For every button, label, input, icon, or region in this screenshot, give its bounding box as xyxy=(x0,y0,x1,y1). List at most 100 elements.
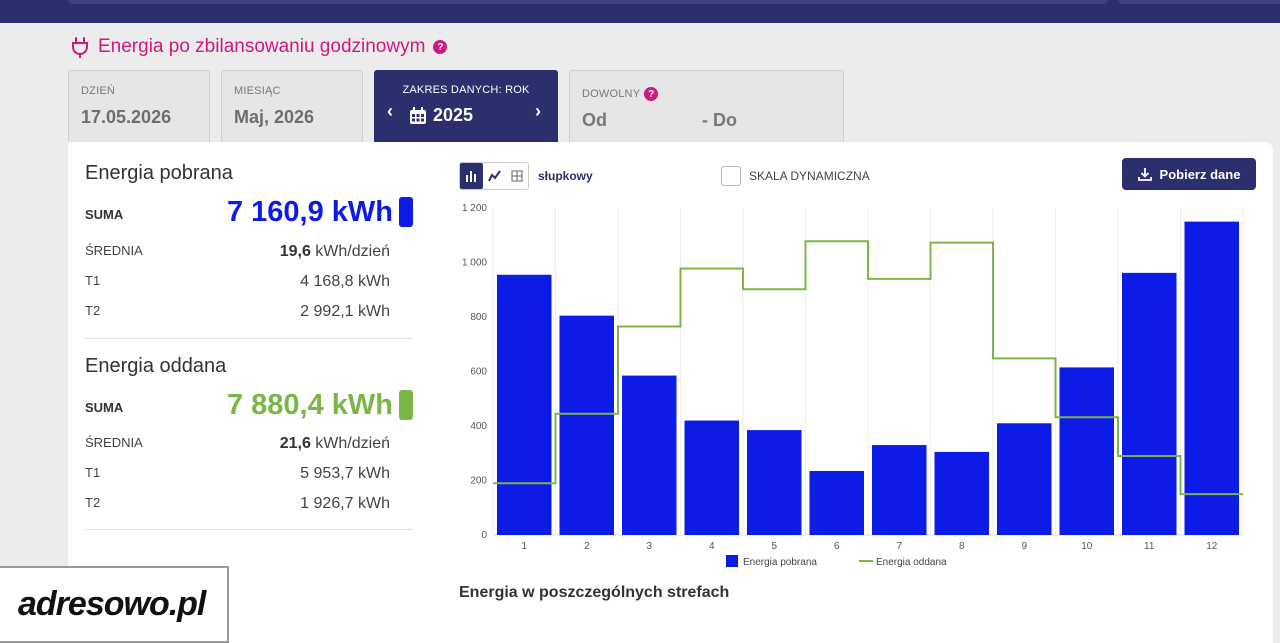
produced-avg-value: 21,6 xyxy=(279,435,311,452)
consumed-avg-row: ŚREDNIA 19,6 kWh/dzień xyxy=(85,243,390,260)
legend-label-produced: Energia oddana xyxy=(876,557,947,568)
watermark-logo: adresowo.pl xyxy=(0,566,229,643)
plug-icon xyxy=(72,37,88,58)
consumed-t1-label: T1 xyxy=(85,273,101,288)
table-icon xyxy=(511,170,523,182)
tab-month-label: MIESIĄC xyxy=(234,85,281,97)
dynamic-scale-label: SKALA DYNAMICZNA xyxy=(749,169,870,183)
stats-divider xyxy=(85,338,413,339)
produced-stats: Energia oddana SUMA 7 880,4 kWh ŚREDNIA … xyxy=(85,355,415,512)
bar-energy-consumed xyxy=(497,274,552,535)
consumed-sum-value: 7 160,9 kWh xyxy=(226,196,393,228)
download-label: Pobierz dane xyxy=(1159,166,1241,182)
consumed-color-swatch xyxy=(399,197,413,227)
tab-year[interactable]: ZAKRES DANYCH: ROK ‹ 2025 › xyxy=(374,70,558,142)
logo-text: adresowo.pl xyxy=(18,585,206,623)
consumed-avg-label: ŚREDNIA xyxy=(85,243,143,258)
bar-energy-consumed xyxy=(747,430,802,535)
y-tick-label: 400 xyxy=(470,421,487,432)
bar-energy-consumed xyxy=(559,315,614,535)
produced-sum-label: SUMA xyxy=(85,400,124,415)
x-tick-label: 12 xyxy=(1206,541,1218,552)
selected-year: 2025 xyxy=(433,105,474,125)
produced-t2-row: T2 1 926,7 kWh xyxy=(85,495,390,512)
produced-t1-label: T1 xyxy=(85,465,101,480)
consumed-stats: Energia pobrana SUMA 7 160,9 kWh ŚREDNIA… xyxy=(85,162,415,320)
date-from-field[interactable]: Od xyxy=(582,110,607,130)
tab-month-value: Maj, 2026 xyxy=(234,107,315,127)
custom-help-icon[interactable]: ? xyxy=(644,87,659,101)
tab-month[interactable]: MIESIĄC Maj, 2026 xyxy=(221,70,363,142)
produced-t1-value: 5 953,7 kWh xyxy=(300,465,390,482)
x-tick-label: 1 xyxy=(521,541,527,552)
tab-custom-label: DOWOLNY xyxy=(582,88,641,100)
x-tick-label: 2 xyxy=(584,541,590,552)
bar-energy-consumed xyxy=(684,420,739,535)
chart-type-toggle xyxy=(459,162,529,190)
tab-custom-range[interactable]: DOWOLNY ? Od - Do xyxy=(569,70,844,142)
line-chart-button[interactable] xyxy=(483,163,506,189)
produced-t2-value: 1 926,7 kWh xyxy=(300,495,390,512)
zones-section-title: Energia w poszczególnych strefach xyxy=(459,584,730,601)
line-chart-icon xyxy=(487,170,501,182)
page-title: Energia po zbilansowaniu godzinowym xyxy=(98,36,426,57)
date-to-field[interactable]: - Do xyxy=(702,110,737,130)
tab-day-label: DZIEŃ xyxy=(81,85,115,97)
x-tick-label: 10 xyxy=(1081,541,1093,552)
bar-energy-consumed xyxy=(809,470,864,535)
y-tick-label: 600 xyxy=(470,367,487,378)
produced-sum-value: 7 880,4 kWh xyxy=(226,389,393,421)
next-year-button[interactable]: › xyxy=(535,101,541,121)
produced-t2-label: T2 xyxy=(85,495,101,510)
tab-year-value-group: 2025 xyxy=(409,105,473,126)
download-data-button[interactable]: Pobierz dane xyxy=(1122,158,1256,190)
produced-avg-unit: kWh/dzień xyxy=(315,435,390,452)
y-tick-label: 800 xyxy=(470,312,487,323)
y-tick-label: 1 000 xyxy=(462,258,487,269)
tab-year-label: ZAKRES DANYCH: ROK xyxy=(402,84,530,96)
consumed-t1-row: T1 4 168,8 kWh xyxy=(85,273,390,290)
produced-title: Energia oddana xyxy=(85,355,227,377)
previous-year-button[interactable]: ‹ xyxy=(387,101,393,121)
table-view-button[interactable] xyxy=(505,163,528,189)
bar-energy-consumed xyxy=(622,375,677,535)
x-tick-label: 6 xyxy=(834,541,840,552)
x-tick-label: 7 xyxy=(896,541,902,552)
section-header: Energia po zbilansowaniu godzinowym ? xyxy=(70,36,448,58)
bar-chart-button[interactable] xyxy=(460,163,483,189)
bar-energy-consumed xyxy=(934,451,989,535)
tab-day-value: 17.05.2026 xyxy=(81,107,172,127)
dynamic-scale-checkbox[interactable] xyxy=(721,166,741,186)
consumed-avg-unit: kWh/dzień xyxy=(315,243,390,260)
chart-type-label: słupkowy xyxy=(538,169,593,183)
x-tick-label: 5 xyxy=(771,541,777,552)
bar-energy-consumed xyxy=(1122,272,1177,535)
y-tick-label: 200 xyxy=(470,476,487,487)
legend-swatch-consumed xyxy=(726,555,738,567)
x-tick-label: 11 xyxy=(1144,541,1155,552)
top-bar-search-area[interactable] xyxy=(68,0,1108,4)
x-tick-label: 9 xyxy=(1021,541,1027,552)
bar-energy-consumed xyxy=(1059,367,1114,535)
y-tick-label: 0 xyxy=(481,530,487,541)
stats-divider-bottom xyxy=(85,529,413,530)
consumed-t2-label: T2 xyxy=(85,303,101,318)
help-icon[interactable]: ? xyxy=(433,40,448,54)
consumed-t2-row: T2 2 992,1 kWh xyxy=(85,303,390,320)
produced-avg-label: ŚREDNIA xyxy=(85,435,143,450)
consumed-sum-label: SUMA xyxy=(85,207,124,222)
tab-day[interactable]: DZIEŃ 17.05.2026 xyxy=(68,70,210,142)
consumed-t1-value: 4 168,8 kWh xyxy=(300,273,390,290)
x-tick-label: 4 xyxy=(709,541,715,552)
calendar-icon xyxy=(410,106,426,124)
top-bar-right-area[interactable] xyxy=(1118,0,1280,4)
line-energy-produced xyxy=(493,240,1243,496)
produced-t1-row: T1 5 953,7 kWh xyxy=(85,465,390,482)
bar-energy-consumed xyxy=(1184,221,1239,535)
legend-label-consumed: Energia pobrana xyxy=(743,557,817,568)
bar-energy-consumed xyxy=(997,423,1052,535)
bar-chart-icon xyxy=(466,171,477,182)
consumed-t2-value: 2 992,1 kWh xyxy=(300,303,390,320)
x-tick-label: 3 xyxy=(646,541,652,552)
